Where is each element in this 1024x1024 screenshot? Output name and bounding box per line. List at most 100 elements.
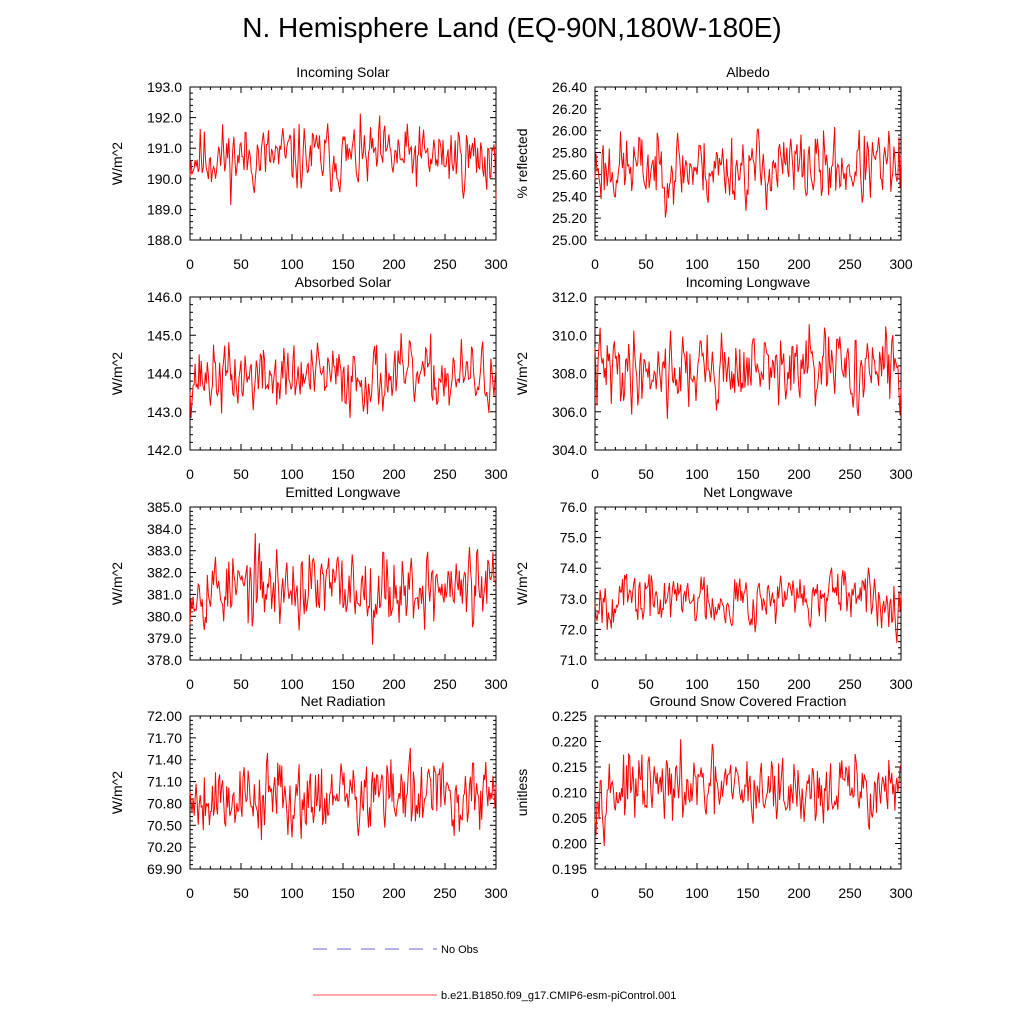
y-axis-label: W/m^2 [109, 352, 125, 395]
x-tick-label: 0 [186, 676, 194, 692]
y-tick-label: 0.205 [552, 810, 587, 826]
y-tick-label: 71.10 [147, 774, 182, 790]
y-tick-label: 76.0 [560, 499, 587, 515]
y-tick-label: 145.0 [147, 327, 182, 343]
y-tick-label: 0.215 [552, 759, 587, 775]
x-tick-label: 300 [484, 885, 508, 901]
x-tick-label: 100 [685, 885, 709, 901]
y-tick-label: 308.0 [552, 366, 587, 382]
x-tick-label: 150 [736, 885, 760, 901]
y-tick-label: 310.0 [552, 327, 587, 343]
x-tick-label: 250 [433, 256, 457, 272]
y-tick-label: 26.40 [552, 79, 587, 95]
chart-title: Incoming Longwave [686, 274, 811, 290]
x-tick-label: 250 [433, 676, 457, 692]
x-tick-label: 0 [591, 256, 599, 272]
series-line [594, 126, 902, 218]
y-axis-label: W/m^2 [109, 562, 125, 605]
x-tick-label: 300 [889, 256, 913, 272]
x-tick-label: 100 [280, 466, 304, 482]
legend-label-no-obs: No Obs [441, 944, 479, 956]
x-tick-label: 200 [787, 885, 811, 901]
x-tick-label: 200 [787, 466, 811, 482]
x-tick-label: 0 [591, 676, 599, 692]
x-tick-label: 100 [280, 676, 304, 692]
x-tick-label: 300 [484, 466, 508, 482]
y-tick-label: 25.40 [552, 188, 587, 204]
x-tick-label: 200 [382, 885, 406, 901]
x-tick-label: 250 [838, 466, 862, 482]
chart-title: Net Radiation [301, 693, 386, 709]
x-tick-label: 250 [838, 885, 862, 901]
x-tick-label: 100 [280, 885, 304, 901]
x-tick-label: 100 [685, 676, 709, 692]
chart-albedo: Albedo % reflected 0 50 100 150 200 250 300 25.00… [514, 64, 913, 272]
x-tick-label: 50 [638, 676, 654, 692]
series-line [189, 333, 497, 419]
chart-title: Albedo [726, 64, 770, 80]
x-tick-label: 100 [685, 256, 709, 272]
y-tick-label: 26.20 [552, 101, 587, 117]
y-tick-label: 25.80 [552, 145, 587, 161]
y-tick-label: 304.0 [552, 442, 587, 458]
x-tick-label: 250 [433, 885, 457, 901]
y-tick-label: 383.0 [147, 543, 182, 559]
x-tick-label: 250 [838, 256, 862, 272]
y-tick-label: 146.0 [147, 289, 182, 305]
x-tick-label: 300 [889, 466, 913, 482]
plot-frame [189, 506, 497, 661]
x-tick-label: 100 [280, 256, 304, 272]
y-tick-label: 71.0 [560, 652, 587, 668]
y-axis-label: W/m^2 [514, 562, 530, 605]
chart-title: Emitted Longwave [285, 484, 400, 500]
y-tick-label: 306.0 [552, 404, 587, 420]
y-tick-label: 0.220 [552, 734, 587, 750]
y-tick-label: 73.0 [560, 591, 587, 607]
x-tick-label: 250 [433, 466, 457, 482]
y-tick-label: 0.210 [552, 785, 587, 801]
chart-incoming-solar: Incoming Solar W/m^2 0 50 100 150 200 250 300 188… [109, 64, 508, 272]
y-tick-label: 382.0 [147, 565, 182, 581]
x-tick-label: 200 [787, 676, 811, 692]
y-tick-label: 380.0 [147, 608, 182, 624]
chart-title: Absorbed Solar [295, 274, 392, 290]
y-tick-label: 379.0 [147, 630, 182, 646]
x-tick-label: 300 [484, 256, 508, 272]
x-tick-label: 50 [638, 256, 654, 272]
y-tick-label: 0.225 [552, 708, 587, 724]
y-tick-label: 0.195 [552, 861, 587, 877]
x-tick-label: 200 [787, 256, 811, 272]
x-tick-label: 150 [736, 466, 760, 482]
y-tick-label: 25.20 [552, 210, 587, 226]
x-tick-label: 50 [638, 885, 654, 901]
y-tick-label: 72.00 [147, 708, 182, 724]
chart-incoming-longwave: Incoming Longwave W/m^2 0 50 100 150 200 250 300… [514, 274, 913, 482]
y-tick-label: 191.0 [147, 140, 182, 156]
x-tick-label: 150 [331, 885, 355, 901]
x-tick-label: 150 [331, 676, 355, 692]
y-axis-label: unitless [514, 769, 530, 816]
y-tick-label: 69.90 [147, 861, 182, 877]
y-tick-label: 193.0 [147, 79, 182, 95]
y-axis-label: W/m^2 [109, 142, 125, 185]
x-tick-label: 300 [484, 676, 508, 692]
x-tick-label: 100 [685, 466, 709, 482]
x-tick-label: 150 [736, 256, 760, 272]
y-tick-label: 71.70 [147, 730, 182, 746]
y-tick-label: 384.0 [147, 521, 182, 537]
x-tick-label: 250 [838, 676, 862, 692]
chart-ground-snow-covered-fraction: Ground Snow Covered Fraction unitless 0 50 1… [514, 693, 913, 901]
x-tick-label: 0 [186, 256, 194, 272]
page-title: N. Hemisphere Land (EQ-90N,180W-180E) [242, 12, 782, 43]
x-tick-label: 0 [591, 466, 599, 482]
x-tick-label: 50 [233, 885, 249, 901]
y-tick-label: 312.0 [552, 289, 587, 305]
y-tick-label: 0.200 [552, 836, 587, 852]
chart-title: Ground Snow Covered Fraction [650, 693, 847, 709]
y-tick-label: 70.50 [147, 817, 182, 833]
y-tick-label: 189.0 [147, 201, 182, 217]
chart-net-longwave: Net Longwave W/m^2 0 50 100 150 200 250 300 71.0 7… [514, 484, 913, 692]
chart-title: Incoming Solar [296, 64, 390, 80]
y-tick-label: 74.0 [560, 560, 587, 576]
